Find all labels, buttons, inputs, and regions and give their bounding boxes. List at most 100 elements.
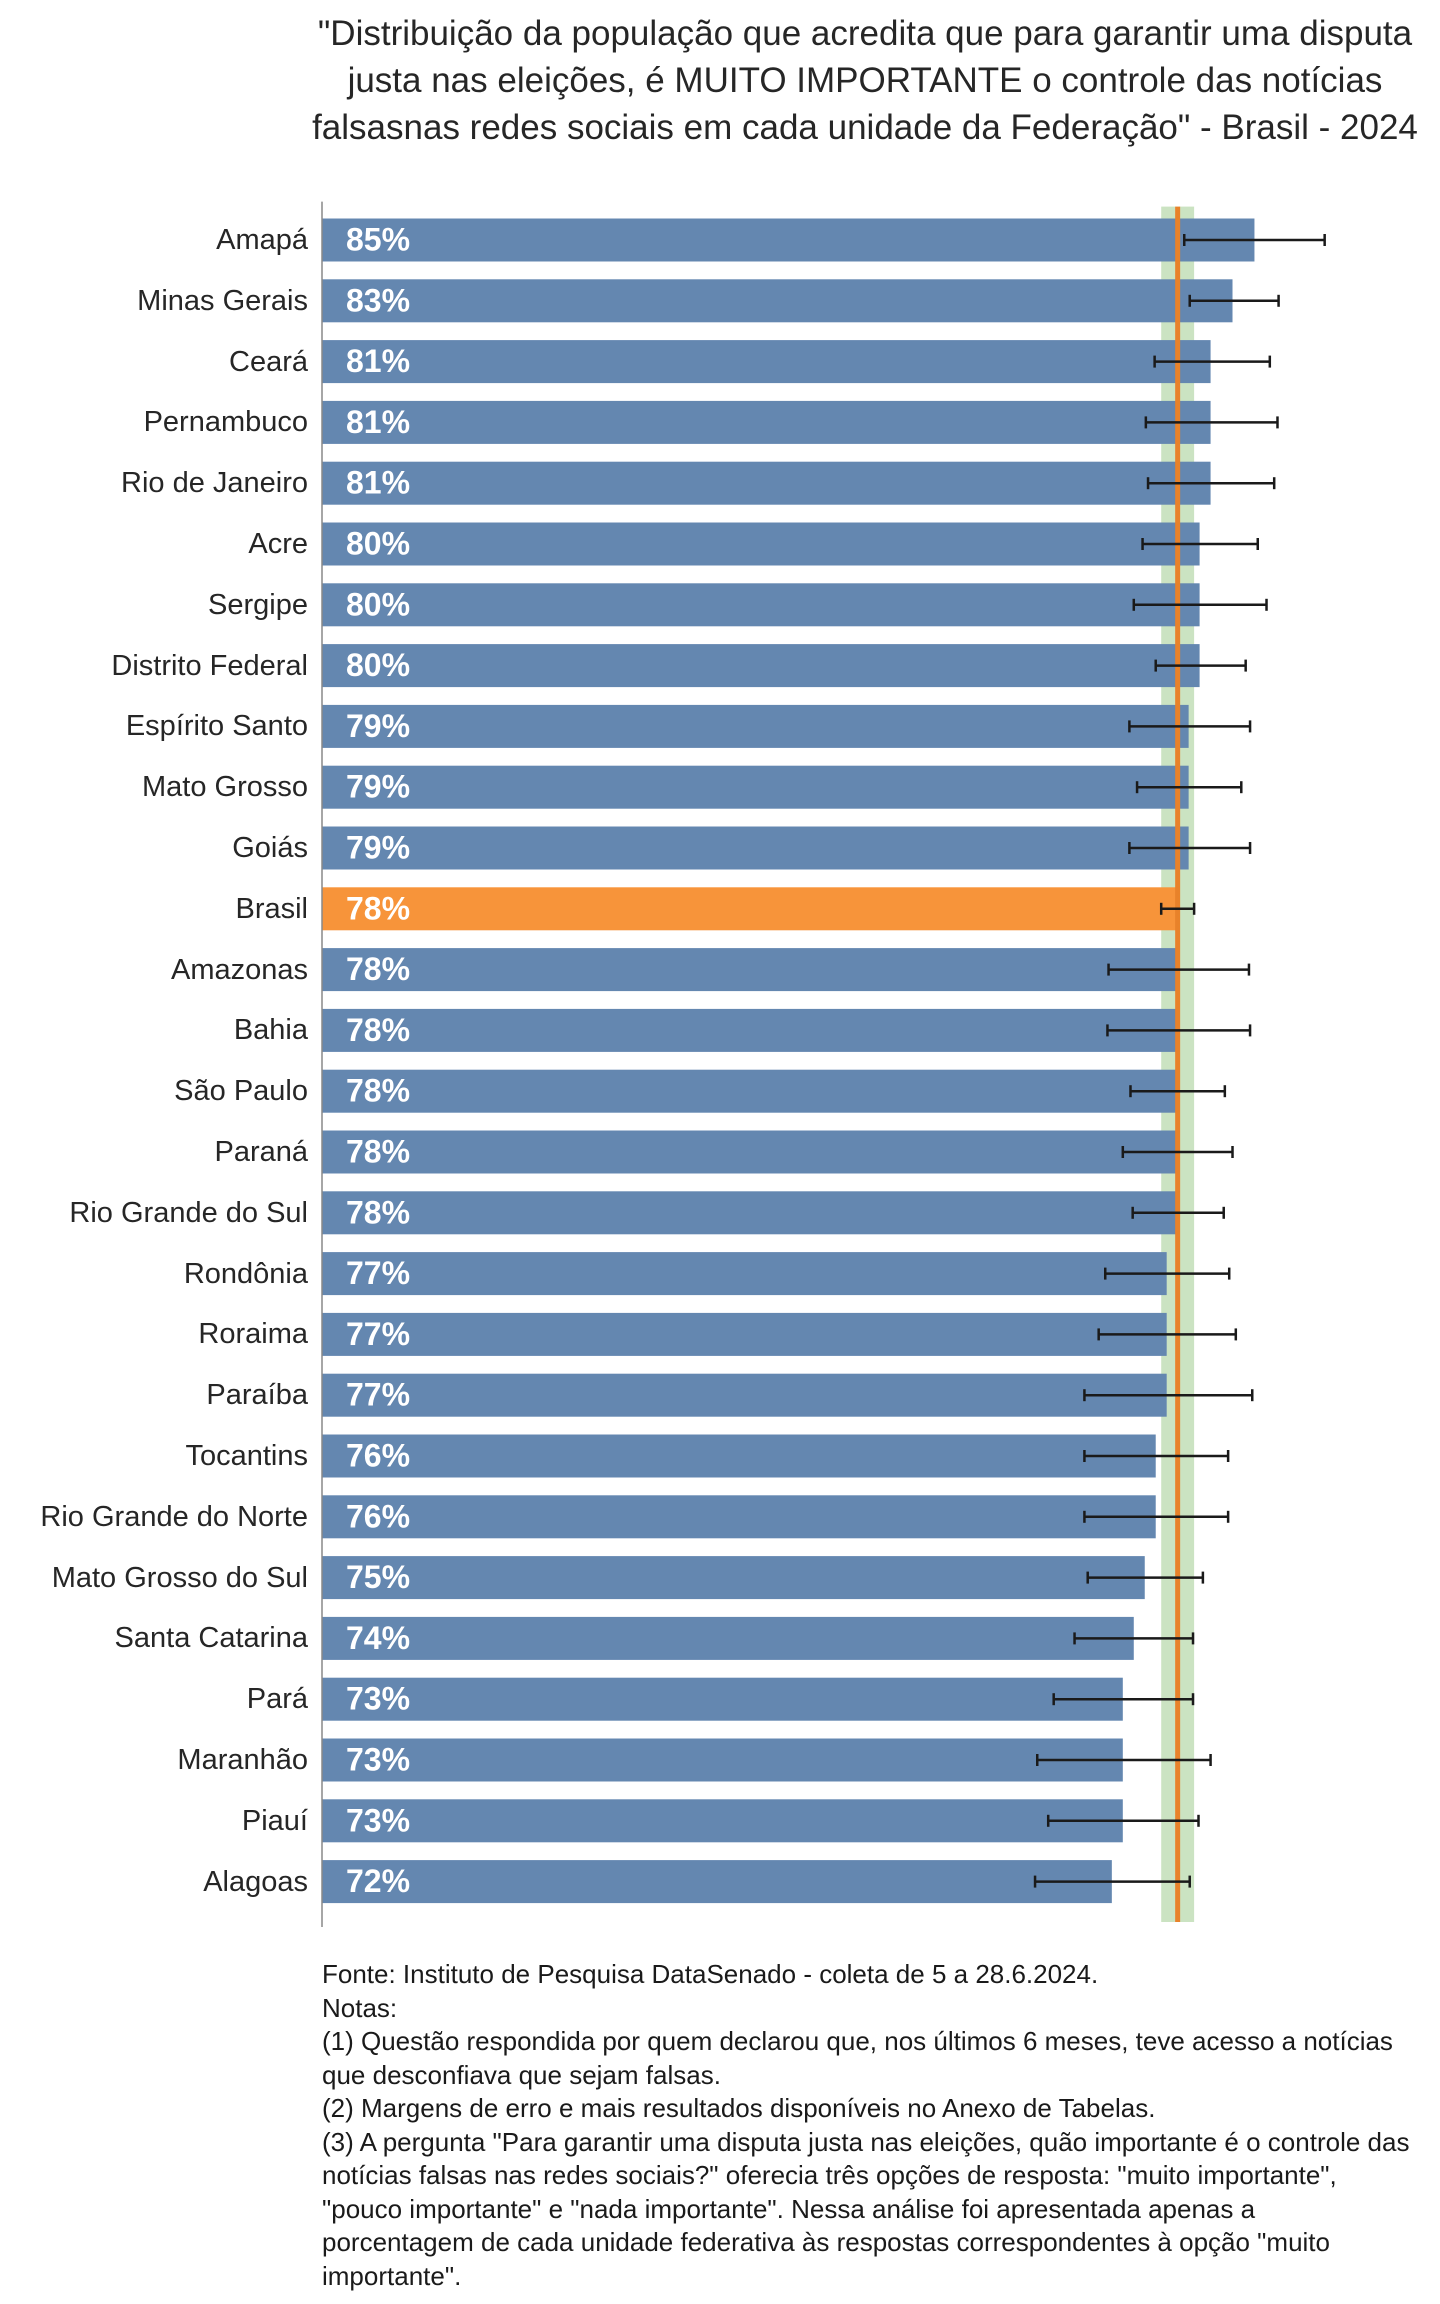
- category-label: Pernambuco: [143, 406, 308, 439]
- error-bar: [1083, 1450, 1230, 1462]
- value-label: 85%: [346, 221, 410, 257]
- value-label: 74%: [346, 1620, 410, 1656]
- error-bar: [1121, 1146, 1234, 1158]
- category-label: Brasil: [235, 892, 308, 925]
- category-label: Goiás: [232, 832, 308, 864]
- bar: [322, 1191, 1178, 1235]
- note: (3) A pergunta "Para garantir uma disput…: [322, 2126, 1410, 2291]
- value-label: 79%: [346, 708, 410, 744]
- notes-title: Notas:: [322, 1992, 398, 2023]
- error-bar: [1188, 294, 1280, 307]
- bar: [322, 1130, 1178, 1174]
- category-label: Rio Grande do Sul: [69, 1196, 308, 1229]
- error-bar: [1073, 1632, 1195, 1645]
- category-label: Tocantins: [185, 1440, 308, 1472]
- bar: [322, 887, 1178, 931]
- value-label: 78%: [346, 1133, 410, 1169]
- bar: [322, 461, 1211, 505]
- bar: [322, 1495, 1156, 1539]
- bar: [322, 1799, 1123, 1843]
- value-label: 78%: [346, 1194, 410, 1230]
- error-bar: [1154, 659, 1247, 672]
- bar: [322, 1008, 1178, 1052]
- error-bar: [1144, 416, 1279, 429]
- error-bar: [1159, 902, 1196, 915]
- value-label: 79%: [346, 829, 410, 865]
- category-label: Espírito Santo: [125, 710, 308, 743]
- bar: [322, 522, 1200, 566]
- error-bar: [1052, 1693, 1195, 1706]
- category-label: Acre: [248, 528, 308, 560]
- value-label: 76%: [346, 1498, 410, 1534]
- category-label: Rio Grande do Norte: [40, 1500, 308, 1533]
- category-label: Piauí: [241, 1804, 308, 1837]
- bar: [322, 1312, 1167, 1356]
- error-bar: [1128, 842, 1252, 854]
- category-label: Sergipe: [208, 588, 308, 621]
- value-label: 73%: [346, 1741, 410, 1777]
- bar: [322, 948, 1178, 992]
- value-label: 76%: [346, 1437, 410, 1473]
- value-label: 83%: [346, 282, 410, 318]
- category-label: Mato Grosso do Sul: [51, 1561, 308, 1594]
- error-bar: [1104, 1267, 1231, 1280]
- value-label: 77%: [346, 1255, 410, 1291]
- value-label: 78%: [346, 951, 410, 987]
- category-label: Paraíba: [206, 1379, 308, 1412]
- category-label: Rondônia: [183, 1257, 308, 1290]
- value-label: 72%: [346, 1863, 410, 1899]
- bar: [322, 1069, 1178, 1113]
- value-label: 81%: [346, 465, 410, 501]
- bar: [322, 1556, 1145, 1600]
- bar: [322, 704, 1189, 748]
- bar: [322, 279, 1233, 323]
- value-label: 80%: [346, 525, 410, 561]
- category-label: Distrito Federal: [111, 649, 308, 682]
- category-label: Maranhão: [177, 1744, 308, 1776]
- error-bar: [1153, 355, 1272, 368]
- bar: [322, 1434, 1156, 1478]
- chart: 85% 83% 81% 81% 81% 80% 80% 80% 79% 79% 79% 78% 78% 7…: [321, 201, 1326, 1927]
- value-label: 78%: [346, 1012, 410, 1048]
- error-bar: [1131, 1206, 1225, 1219]
- value-label: 81%: [346, 404, 410, 440]
- note: (2) Margens de erro e mais resultados di…: [322, 2093, 1156, 2123]
- bar: [322, 1677, 1123, 1721]
- bar: [322, 583, 1200, 627]
- category-label: Paraná: [214, 1136, 308, 1168]
- bar: [322, 644, 1200, 688]
- error-bar: [1083, 1389, 1254, 1402]
- category-label: São Paulo: [174, 1075, 308, 1108]
- category-label: Rio de Janeiro: [121, 467, 308, 500]
- value-label: 78%: [346, 1073, 410, 1109]
- bar: [322, 340, 1211, 384]
- category-label: Roraima: [198, 1318, 308, 1351]
- note: (1) Questão respondida por quem declarou…: [322, 2026, 1393, 2090]
- notes: Fonte: Instituto de Pesquisa DataSenado …: [322, 1958, 1412, 2293]
- value-label: 77%: [346, 1316, 410, 1352]
- error-bar: [1033, 1875, 1191, 1888]
- error-bar: [1146, 477, 1276, 490]
- category-label: Ceará: [229, 345, 308, 378]
- error-bar: [1046, 1814, 1200, 1827]
- error-bar: [1182, 234, 1326, 246]
- value-label: 73%: [346, 1802, 410, 1838]
- error-bar: [1128, 720, 1252, 733]
- error-bar: [1106, 1024, 1252, 1037]
- error-bar: [1135, 781, 1243, 794]
- value-label: 79%: [346, 769, 410, 805]
- category-label: Amapá: [216, 224, 308, 256]
- error-bar: [1097, 1328, 1238, 1341]
- bar: [322, 1860, 1112, 1904]
- category-label: Pará: [246, 1683, 308, 1716]
- chart-title: "Distribuição da população que acredita …: [312, 14, 1418, 147]
- category-label: Minas Gerais: [137, 284, 308, 317]
- bar: [322, 765, 1189, 809]
- category-label: Mato Grosso: [142, 771, 308, 804]
- bar: [322, 826, 1189, 870]
- value-label: 77%: [346, 1377, 410, 1413]
- category-label: Alagoas: [203, 1865, 308, 1898]
- bar: [322, 1616, 1134, 1660]
- source: Fonte: Instituto de Pesquisa DataSenado …: [322, 1959, 1099, 1989]
